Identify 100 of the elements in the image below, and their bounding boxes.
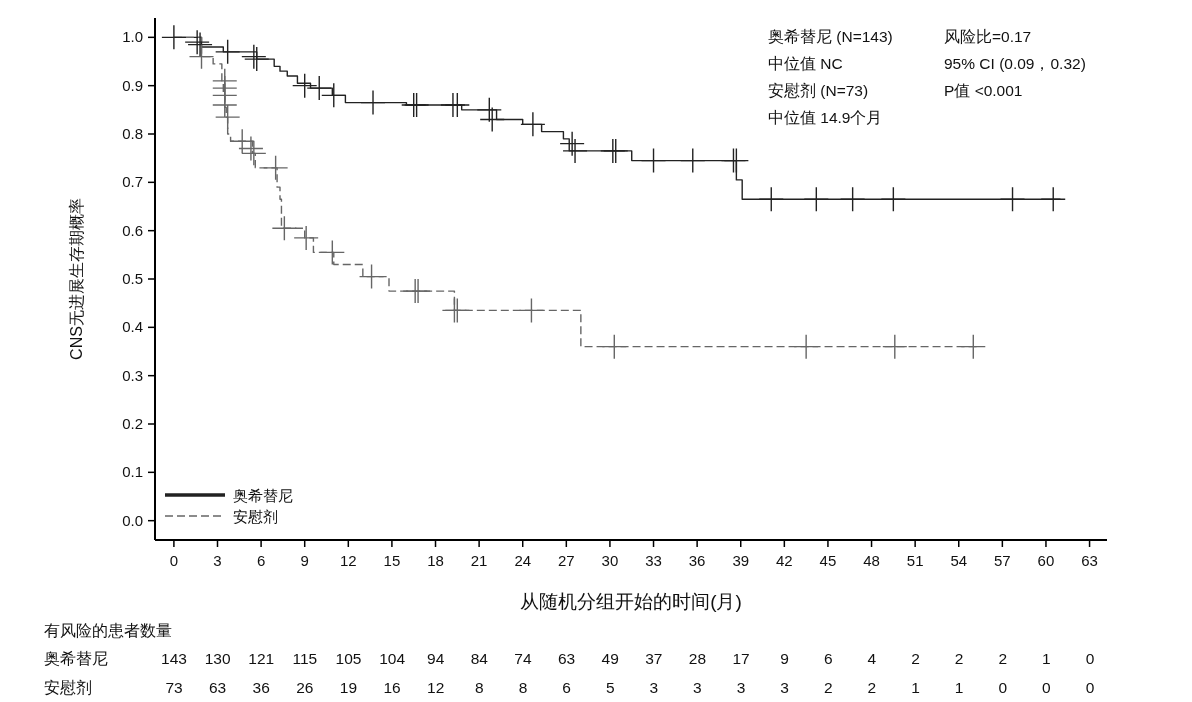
data-label: 1 <box>1042 650 1051 667</box>
point <box>241 141 266 166</box>
data-label: 49 <box>601 650 619 667</box>
chart-title: 有风险的患者数量 <box>44 622 172 639</box>
data-label: 16 <box>383 679 401 696</box>
point <box>307 76 332 101</box>
data-label: 2 <box>911 650 920 667</box>
point <box>794 334 819 359</box>
data-label: 104 <box>379 650 406 667</box>
data-label: 73 <box>165 679 183 696</box>
data-label: 37 <box>645 650 663 667</box>
data-label: 63 <box>208 679 227 696</box>
data-label: 105 <box>335 650 362 667</box>
x-tick-label: 3 <box>213 552 222 569</box>
x-tick-label: 36 <box>688 552 706 569</box>
x-tick-label: 63 <box>1081 552 1098 569</box>
x-axis-title: 从随机分组开始的时间(月) <box>520 591 742 612</box>
y-tick-label: 0.1 <box>122 463 143 481</box>
x-tick-label: 48 <box>863 552 880 569</box>
data-label: 5 <box>605 679 615 696</box>
point <box>477 97 502 122</box>
data-label: 74 <box>514 650 532 667</box>
x-tick-label: 57 <box>994 552 1011 569</box>
y-tick-label: 1.0 <box>122 28 143 46</box>
legend-label: 奥希替尼 <box>233 487 293 504</box>
annotation: 95% CI (0.09，0.32) <box>944 55 1086 72</box>
y-axis-title: CNS无进展生存期概率 <box>68 198 85 360</box>
point <box>294 225 319 250</box>
data-label: 94 <box>427 650 445 667</box>
x-tick-label: 45 <box>819 552 837 569</box>
point <box>212 93 237 117</box>
data-label: 6 <box>562 679 571 696</box>
data-label: 0 <box>1085 650 1095 667</box>
y-tick-label: 0.6 <box>122 221 143 239</box>
data-label: 1 <box>911 679 920 696</box>
x-tick-label: 39 <box>732 552 750 569</box>
annotation: P值 <0.001 <box>944 82 1023 99</box>
x-tick-label: 6 <box>256 552 266 569</box>
x-tick-label: 18 <box>427 552 444 569</box>
data-label: 1 <box>954 679 964 696</box>
data-label: 143 <box>161 650 187 667</box>
data-label: 12 <box>427 679 445 696</box>
data-label: 0 <box>998 679 1008 696</box>
data-label: 6 <box>823 650 833 667</box>
point <box>361 90 386 115</box>
data-label: 63 <box>557 650 576 667</box>
data-label: 9 <box>780 650 789 667</box>
y-tick-label: 0.4 <box>122 318 143 336</box>
data-label: 17 <box>732 650 750 667</box>
legend-label: 安慰剂 <box>233 508 278 525</box>
point <box>520 112 545 137</box>
y-tick-label: 0.3 <box>122 366 143 384</box>
point <box>215 105 240 130</box>
data-label: 0 <box>1042 679 1052 696</box>
point <box>480 107 505 132</box>
x-tick-label: 54 <box>950 552 968 569</box>
point <box>263 155 288 180</box>
data-label: 2 <box>867 679 877 696</box>
x-tick-label: 21 <box>470 552 488 569</box>
data-label: 36 <box>252 679 270 696</box>
data-label: 3 <box>649 679 659 696</box>
y-tick-label: 0.7 <box>122 173 143 191</box>
data-label: 115 <box>292 650 318 667</box>
point <box>563 138 588 163</box>
y-tick-label: 0.9 <box>122 76 143 94</box>
annotation: 中位值 14.9个月 <box>768 109 883 126</box>
x-tick-label: 30 <box>601 552 619 569</box>
data-label: 84 <box>470 650 489 667</box>
x-tick-label: 9 <box>300 552 309 569</box>
x-tick-label: 27 <box>557 552 575 569</box>
data-label: 8 <box>475 679 484 696</box>
annotation: 奥希替尼 (N=143) <box>768 28 893 45</box>
data-label: 3 <box>736 679 746 696</box>
data-label: 8 <box>518 679 528 696</box>
x-tick-label: 0 <box>169 552 179 569</box>
annotation: 风险比=0.17 <box>944 28 1032 45</box>
point <box>161 25 186 50</box>
data-label: 3 <box>780 679 789 696</box>
data-label: 4 <box>867 650 877 667</box>
data-label: 2 <box>823 679 833 696</box>
data-label: 2 <box>998 650 1008 667</box>
x-tick-label: 60 <box>1037 552 1055 569</box>
data-label: 19 <box>339 679 358 696</box>
data-label: 130 <box>204 650 231 667</box>
data-label: 121 <box>248 650 275 667</box>
y-tick-label: 0.8 <box>122 125 143 142</box>
x-tick-label: 33 <box>645 552 662 569</box>
data-label: 3 <box>693 679 702 696</box>
data-label: 28 <box>688 650 707 667</box>
y-tick-label: 0.0 <box>122 511 143 529</box>
y-tick-label: 0.2 <box>122 415 143 432</box>
x-tick-label: 12 <box>339 552 357 569</box>
point <box>445 93 470 117</box>
x-tick-label: 51 <box>906 552 924 569</box>
point <box>560 131 585 156</box>
annotation: 安慰剂 (N=73) <box>768 82 869 99</box>
point <box>215 39 240 64</box>
x-tick-label: 15 <box>383 552 401 569</box>
data-label: 0 <box>1085 679 1095 696</box>
data-label: 26 <box>296 679 314 696</box>
